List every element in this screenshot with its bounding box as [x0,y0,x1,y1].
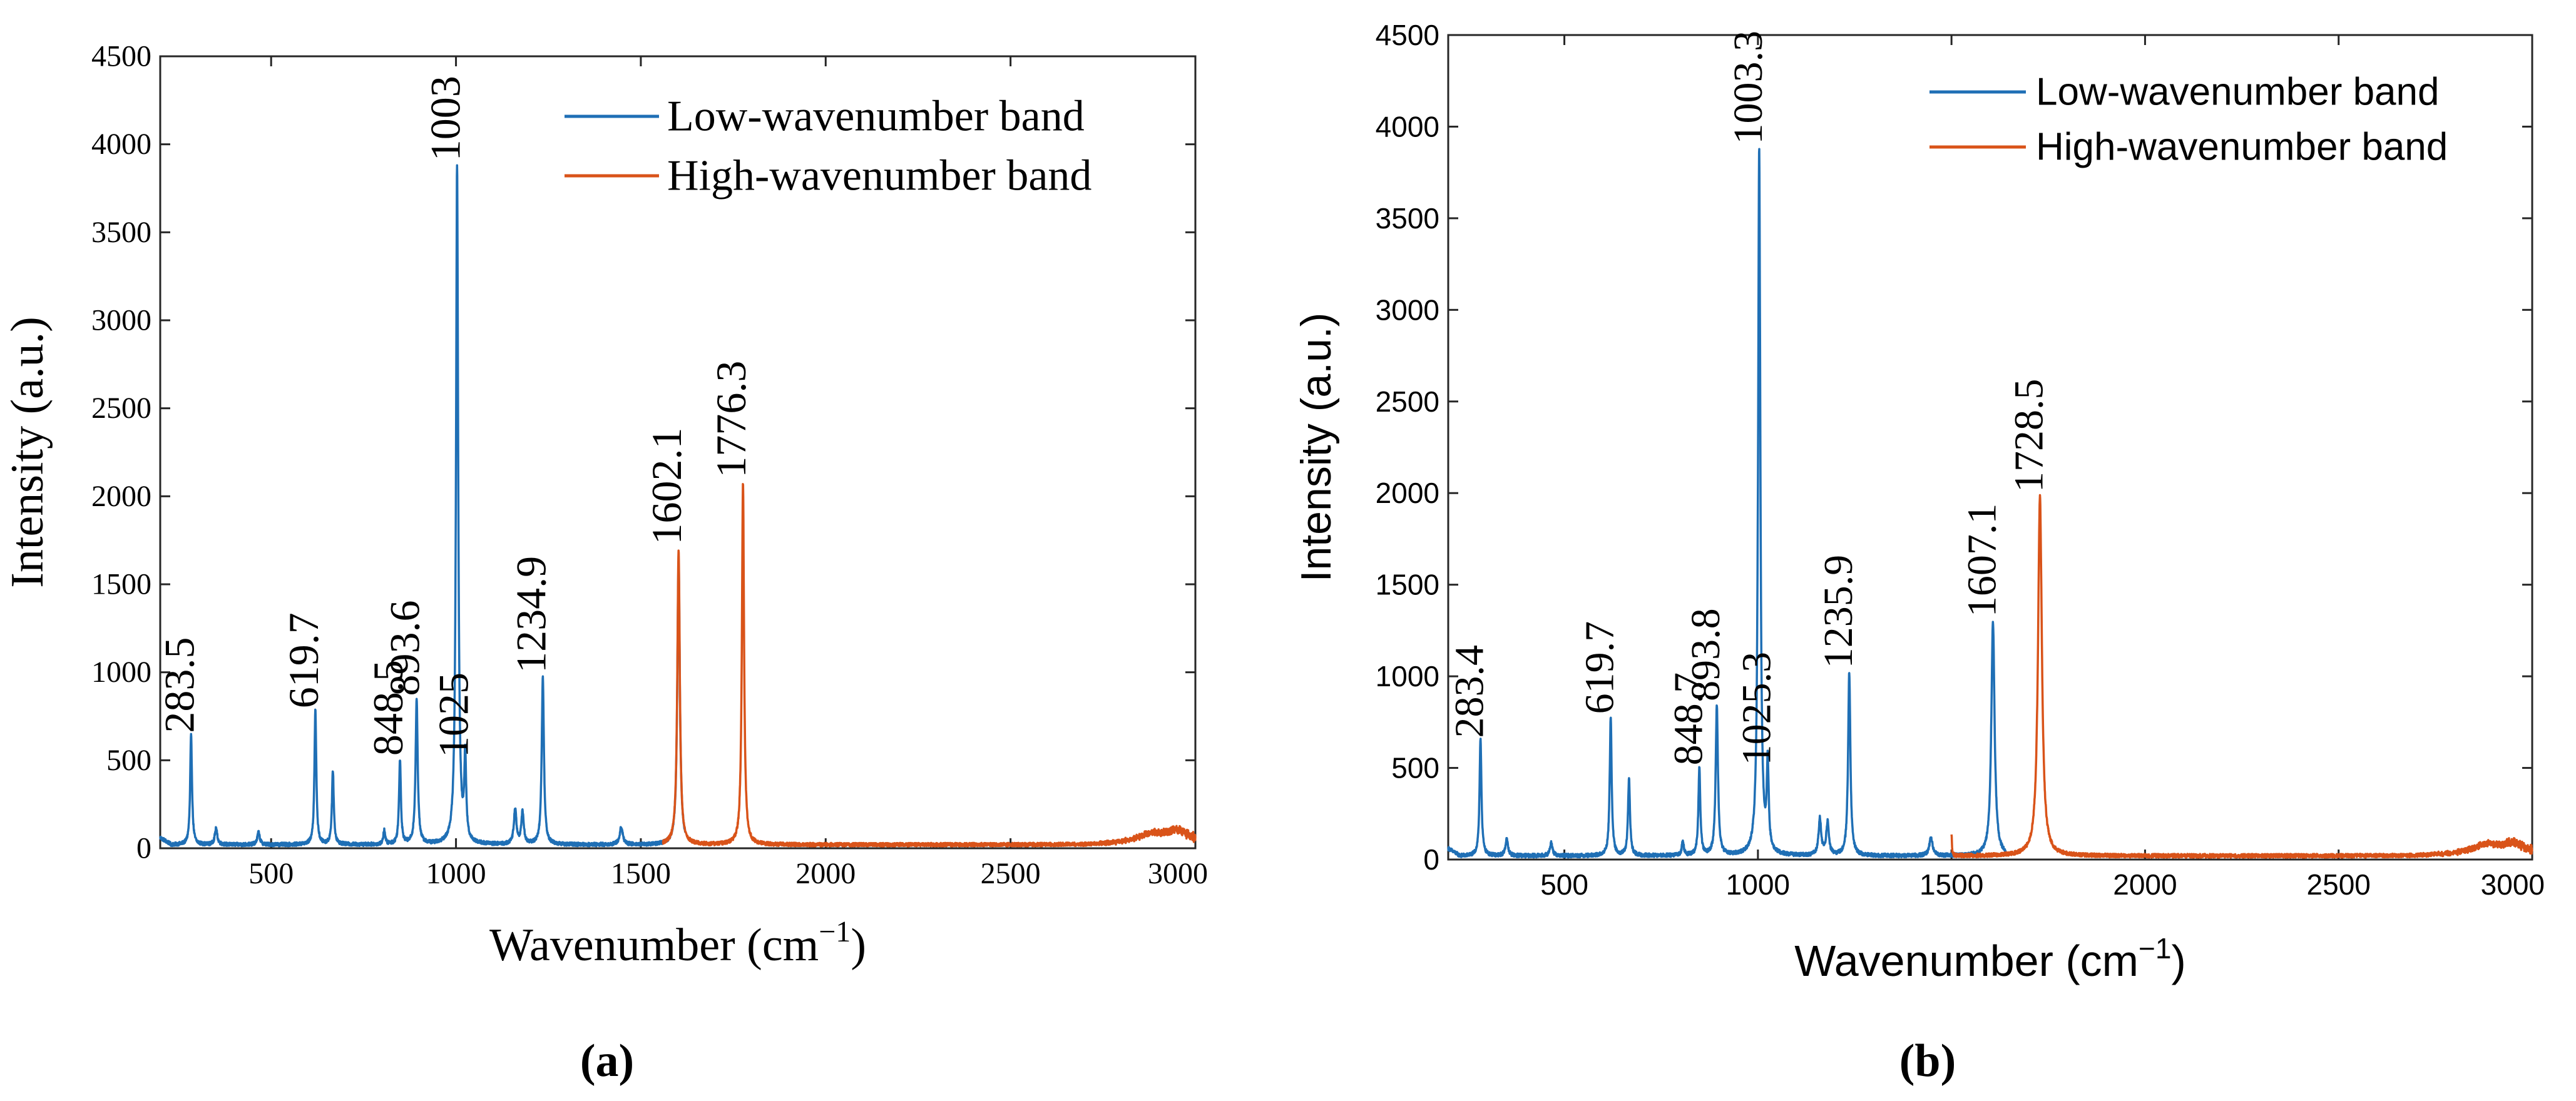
y-tick-label: 1000 [1376,660,1439,693]
y-tick-label: 4500 [1376,19,1439,51]
x-axis-label: Wavenumber (cm−1) [1794,932,2186,985]
y-tick-label: 500 [106,744,151,777]
x-tick-label: 1000 [426,857,486,890]
y-tick-label: 1500 [1376,569,1439,601]
panel-label-text: (a) [580,1035,634,1087]
peak-label: 893.8 [1683,608,1729,701]
x-tick-label: 1500 [1919,868,1983,901]
y-tick-label: 3500 [1376,202,1439,235]
peak-label: 283.4 [1447,645,1493,738]
x-axis-label-close: ) [851,920,866,971]
peak-label: 1234.9 [507,556,555,673]
x-tick-label: 1500 [611,857,671,890]
legend-label-low: Low-wavenumber band [667,93,1085,141]
legend: Low-wavenumber band High-wavenumber band [565,93,1091,200]
peak-label: 848.5 [364,660,412,756]
x-tick-label: 1000 [1726,868,1790,901]
peak-label: 1025.3 [1734,652,1780,766]
x-axis-label-sup: −1 [2139,932,2171,965]
x-axis-label-main: Wavenumber (cm [1794,936,2139,985]
y-tick-label: 2500 [91,392,151,425]
y-tick-label: 1500 [91,568,151,601]
x-tick-label: 500 [248,857,294,890]
peak-label: 848.7 [1665,672,1711,766]
y-tick-label: 2000 [91,480,151,513]
peak-label: 283.5 [155,637,203,733]
panel-label: (a) [580,1035,634,1087]
y-axis: 0 500 1000 1500 2000 2500 3000 3500 4000 4500 [91,40,1195,865]
series-line-low [1447,148,2007,859]
peak-label: 1728.5 [2006,379,2052,493]
y-tick-label: 2500 [1376,385,1439,418]
legend: Low-wavenumber band High-wavenumber band [1929,71,2448,169]
x-axis-label: Wavenumber (cm−1) [489,915,866,971]
series-line-high [1950,494,2533,859]
peak-label: 1025 [429,672,477,758]
x-axis-label-main: Wavenumber (cm [489,920,819,971]
y-tick-label: 0 [1423,843,1439,876]
x-tick-label: 3000 [1148,857,1208,890]
peak-label: 1003.3 [1725,31,1771,145]
x-tick-label: 2000 [2113,868,2177,901]
x-tick-label: 500 [1540,868,1588,901]
y-tick-label: 3000 [1376,293,1439,326]
x-tick-label: 2000 [795,857,856,890]
y-axis-label: Intensity (a.u.) [1292,313,1340,582]
x-tick-label: 2500 [2307,868,2371,901]
series-line-low [159,164,687,848]
y-tick-label: 3000 [91,304,151,337]
y-axis-label: Intensity (a.u.) [2,317,53,588]
y-tick-label: 2000 [1376,477,1439,509]
y-tick-label: 1000 [91,656,151,689]
y-axis: 0 500 1000 1500 2000 2500 3000 3500 4000 4500 [1376,19,2532,876]
x-tick-label: 2500 [981,857,1041,890]
peak-label: 1003 [421,76,469,161]
legend-label-high: High-wavenumber band [2036,126,2448,169]
x-tick-label: 3000 [2481,868,2545,901]
series-line-high [662,483,1197,848]
panel-label: (b) [1899,1035,1956,1087]
peak-label: 1235.9 [1816,555,1861,669]
y-tick-label: 0 [136,832,151,865]
peak-label: 1602.1 [643,428,690,545]
y-tick-label: 3500 [91,216,151,249]
x-axis: 500 1000 1500 2000 2500 3000 [1540,35,2545,901]
y-tick-label: 4000 [1376,110,1439,143]
x-axis-label-sup: −1 [819,915,851,948]
peak-label: 1776.3 [707,361,755,478]
series-lines [159,164,1197,848]
peak-label: 619.7 [280,612,327,708]
panel-a: 0 500 1000 1500 2000 2500 3000 3500 4000 4500 500… [2,40,1208,1087]
y-tick-label: 4000 [91,128,151,161]
peak-label: 893.6 [381,600,429,696]
panel-b: 0 500 1000 1500 2000 2500 3000 3500 4000 4500 500… [1292,19,2545,1087]
x-axis-label-close: ) [2171,936,2185,985]
panel-label-text: (b) [1899,1035,1956,1087]
legend-label-high: High-wavenumber band [667,152,1091,200]
y-tick-label: 500 [1391,752,1439,784]
y-tick-label: 4500 [91,40,151,73]
peak-label: 1607.1 [1959,504,2005,617]
peak-label: 619.7 [1577,621,1623,714]
legend-label-low: Low-wavenumber band [2036,71,2440,114]
series-lines [1447,148,2533,859]
